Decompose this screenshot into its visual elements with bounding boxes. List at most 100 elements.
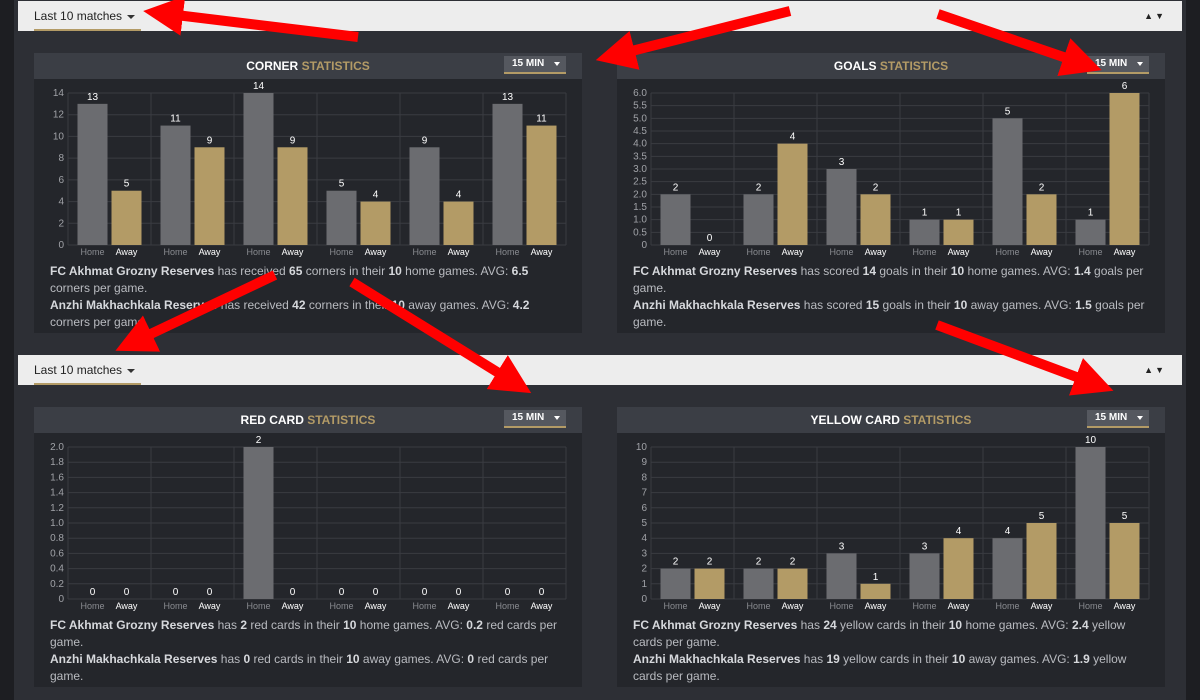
away-bar xyxy=(694,568,725,599)
summary-games-label: home games. AVG: xyxy=(965,618,1069,632)
match-range-dropdown[interactable]: Last 10 matches xyxy=(34,1,142,31)
away-summary: Anzhi Makhachkala Reserves has 0 red car… xyxy=(50,651,570,685)
home-games: 10 xyxy=(948,618,963,632)
panel-title-main: YELLOW CARD xyxy=(810,413,900,427)
stats-summary: FC Akhmat Grozny Reserves has 24 yellow … xyxy=(633,617,1153,685)
period-dropdown[interactable]: 15 MIN xyxy=(1087,410,1149,428)
home-bar xyxy=(243,447,274,599)
collapse-expand-toggle[interactable]: ▲▼ xyxy=(1144,365,1166,375)
away-bar xyxy=(443,201,474,245)
home-side-label: Home xyxy=(1078,601,1102,611)
period-dropdown[interactable]: 15 MIN xyxy=(504,410,566,428)
left-gutter xyxy=(0,0,14,700)
y-tick-label: 12 xyxy=(53,110,65,121)
summary-tail: goals per game. xyxy=(633,264,1144,295)
chevron-down-icon xyxy=(127,368,136,373)
home-side-label: Home xyxy=(495,601,519,611)
y-tick-label: 4.5 xyxy=(633,126,647,137)
y-tick-label: 5.0 xyxy=(633,113,647,124)
away-team-name: Anzhi Makhachkala Reserves xyxy=(50,298,218,312)
red-card-statistics-panel: RED CARD STATISTICS 15 MIN 0 0.2 0.4 0.6 0.8 1.… xyxy=(34,407,582,687)
y-tick-label: 0 xyxy=(58,594,64,605)
yellow-card-statistics-panel: YELLOW CARD STATISTICS 15 MIN 0 1 2 3 4 5 6 7 8 9 10… xyxy=(617,407,1165,687)
away-side-label: Away xyxy=(865,601,887,611)
bar-value-label: 0 xyxy=(422,587,428,598)
summary-games-label: away games. AVG: xyxy=(362,652,465,666)
away-summary: Anzhi Makhachkala Reserves has received … xyxy=(50,297,570,331)
stats-summary: FC Akhmat Grozny Reserves has scored 14 … xyxy=(633,263,1153,331)
home-side-label: Home xyxy=(163,247,187,257)
panel-title-highlight: STATISTICS xyxy=(301,59,370,73)
away-side-label: Away xyxy=(365,601,387,611)
home-games: 10 xyxy=(388,264,402,278)
period-dropdown[interactable]: 15 MIN xyxy=(504,56,566,74)
right-gutter xyxy=(1186,0,1200,700)
home-side-label: Home xyxy=(80,247,104,257)
y-tick-label: 0.4 xyxy=(50,564,64,575)
away-side-label: Away xyxy=(1114,601,1136,611)
bar-value-label: 5 xyxy=(1005,106,1011,117)
summary-tail: corners per game. xyxy=(50,281,148,295)
away-bar xyxy=(111,190,142,245)
home-team-name: FC Akhmat Grozny Reserves xyxy=(633,618,798,632)
summary-metric: corners in their xyxy=(308,298,389,312)
home-bar xyxy=(243,93,274,245)
collapse-expand-toggle[interactable]: ▲▼ xyxy=(1144,11,1166,21)
y-tick-label: 14 xyxy=(53,88,65,99)
bar-value-label: 0 xyxy=(339,587,345,598)
home-side-label: Home xyxy=(829,247,853,257)
away-side-label: Away xyxy=(782,601,804,611)
bar-value-label: 14 xyxy=(253,81,265,92)
home-bar xyxy=(826,553,857,599)
home-avg: 0.2 xyxy=(466,618,483,632)
away-side-label: Away xyxy=(782,247,804,257)
bar-value-label: 3 xyxy=(922,541,928,552)
bar-chart: 0 0.2 0.4 0.6 0.8 1.0 1.2 1.4 1.6 1.8 2.0 0 Home 0 Awa… xyxy=(50,435,567,611)
away-bar xyxy=(777,568,808,599)
home-bar xyxy=(660,194,691,245)
home-bar xyxy=(909,553,940,599)
home-side-label: Home xyxy=(995,247,1019,257)
home-side-label: Home xyxy=(329,601,353,611)
bar-value-label: 2 xyxy=(673,182,679,193)
bar-value-label: 2 xyxy=(673,557,679,568)
away-bar xyxy=(860,583,891,599)
match-range-label: Last 10 matches xyxy=(34,363,123,377)
period-label: 15 MIN xyxy=(1095,412,1128,423)
home-summary: FC Akhmat Grozny Reserves has received 6… xyxy=(50,263,570,297)
home-side-label: Home xyxy=(80,601,104,611)
period-dropdown[interactable]: 15 MIN xyxy=(1087,56,1149,74)
away-total: 0 xyxy=(243,652,251,666)
home-bar xyxy=(326,190,357,245)
summary-tail: red cards per game. xyxy=(50,618,558,649)
y-tick-label: 3.5 xyxy=(633,151,647,162)
match-range-dropdown[interactable]: Last 10 matches xyxy=(34,355,142,385)
bar-value-label: 2 xyxy=(1039,182,1045,193)
summary-tail: yellow cards per game. xyxy=(633,652,1127,683)
away-side-label: Away xyxy=(1114,247,1136,257)
y-tick-label: 1 xyxy=(641,579,647,590)
y-tick-label: 2.0 xyxy=(50,442,64,453)
home-side-label: Home xyxy=(246,601,270,611)
away-side-label: Away xyxy=(116,601,138,611)
bar-value-label: 0 xyxy=(456,587,462,598)
y-tick-label: 0 xyxy=(58,240,64,251)
panel-title-highlight: STATISTICS xyxy=(903,413,972,427)
y-tick-label: 5 xyxy=(641,518,647,529)
home-bar xyxy=(992,538,1023,599)
away-avg: 1.9 xyxy=(1073,652,1090,666)
home-games: 10 xyxy=(950,264,965,278)
home-side-label: Home xyxy=(246,247,270,257)
summary-verb: has scored xyxy=(800,264,860,278)
home-bar xyxy=(992,118,1023,245)
away-side-label: Away xyxy=(116,247,138,257)
match-range-label: Last 10 matches xyxy=(34,9,123,23)
match-selector-bar: Last 10 matches ▲▼ xyxy=(18,1,1182,31)
home-team-name: FC Akhmat Grozny Reserves xyxy=(633,264,798,278)
y-tick-label: 1.4 xyxy=(50,488,64,499)
y-tick-label: 4 xyxy=(58,197,64,208)
home-side-label: Home xyxy=(912,247,936,257)
away-bar xyxy=(943,538,974,599)
summary-verb: has xyxy=(217,618,237,632)
chevron-down-icon xyxy=(1137,62,1143,66)
